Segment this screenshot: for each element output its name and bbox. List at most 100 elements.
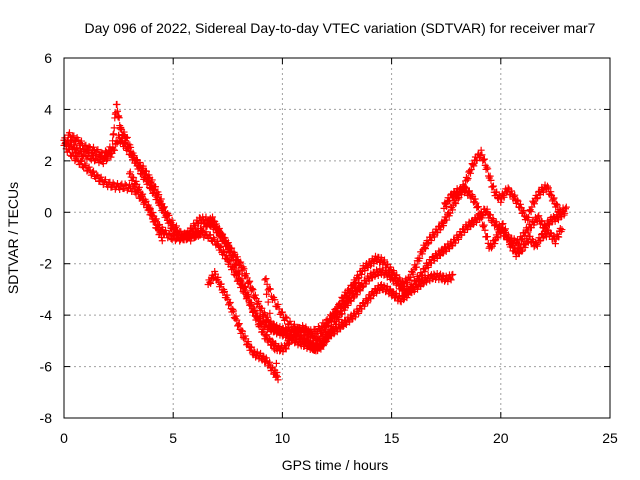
data-point	[336, 324, 344, 332]
data-point	[355, 309, 363, 317]
data-point	[264, 298, 272, 306]
data-point	[471, 195, 479, 203]
data-point	[237, 258, 245, 266]
data-point	[126, 168, 134, 176]
data-point	[191, 224, 199, 232]
data-point	[358, 270, 366, 278]
data-point	[524, 228, 532, 236]
data-point	[162, 211, 170, 219]
data-point	[539, 188, 547, 196]
data-point	[525, 213, 533, 221]
data-point	[311, 343, 319, 351]
data-point	[254, 314, 262, 322]
data-point	[414, 275, 422, 283]
data-point	[544, 184, 552, 192]
data-point	[225, 258, 233, 266]
data-point	[267, 326, 275, 334]
data-point	[282, 345, 290, 353]
data-point	[206, 278, 214, 286]
data-point	[130, 174, 138, 182]
data-point	[227, 247, 235, 255]
data-point	[469, 161, 477, 169]
data-point	[262, 354, 270, 362]
data-point	[535, 187, 543, 195]
data-point	[421, 268, 429, 276]
y-tick-labels: -8 -6 -4 -2 0 2 4 6	[40, 50, 53, 426]
data-point	[504, 184, 512, 192]
data-point	[163, 211, 171, 219]
data-point	[501, 226, 509, 234]
data-point	[439, 222, 447, 230]
axis-ticks	[63, 57, 611, 419]
data-point	[478, 214, 486, 222]
data-point	[537, 217, 545, 225]
data-point	[248, 284, 256, 292]
data-point	[68, 136, 76, 144]
data-point	[106, 143, 114, 151]
data-point	[467, 165, 475, 173]
data-point	[488, 244, 496, 252]
data-point	[507, 187, 515, 195]
data-point	[533, 242, 541, 250]
data-point	[240, 283, 248, 291]
data-point	[321, 322, 329, 330]
data-point	[543, 182, 551, 190]
data-point	[150, 186, 158, 194]
data-point	[164, 219, 172, 227]
data-point	[232, 312, 240, 320]
data-series	[60, 100, 570, 384]
data-point	[241, 282, 249, 290]
data-point	[409, 284, 417, 292]
data-point	[380, 282, 388, 290]
data-point	[231, 262, 239, 270]
data-point	[61, 140, 69, 148]
data-point	[73, 152, 81, 160]
data-point	[74, 136, 82, 144]
data-point	[211, 236, 219, 244]
data-point	[235, 320, 243, 328]
data-point	[242, 270, 250, 278]
data-point	[225, 299, 233, 307]
data-point	[318, 332, 326, 340]
y-tick-label: -4	[40, 307, 53, 323]
data-point	[424, 240, 432, 248]
data-point	[216, 232, 224, 240]
data-point	[556, 224, 564, 232]
data-point	[463, 226, 471, 234]
data-point	[229, 305, 237, 313]
data-point	[165, 216, 173, 224]
data-point	[474, 203, 482, 211]
data-point	[82, 141, 90, 149]
data-point	[478, 151, 486, 159]
data-point	[271, 346, 279, 354]
data-point	[76, 157, 84, 165]
data-point	[217, 280, 225, 288]
data-point	[230, 256, 238, 264]
data-point	[219, 288, 227, 296]
data-point	[533, 195, 541, 203]
data-point	[530, 198, 538, 206]
data-point	[521, 243, 529, 251]
data-point	[107, 146, 115, 154]
y-tick-label: 0	[44, 204, 52, 220]
data-point	[562, 205, 570, 213]
data-point	[77, 157, 85, 165]
data-point	[499, 220, 507, 228]
data-point	[295, 323, 303, 331]
data-point	[151, 217, 159, 225]
y-tick-label: 6	[44, 50, 52, 66]
data-point	[418, 272, 426, 280]
data-point	[451, 199, 459, 207]
data-point	[278, 308, 286, 316]
data-point	[481, 226, 489, 234]
data-point	[525, 207, 533, 215]
data-point	[255, 297, 263, 305]
y-tick-label: -2	[40, 256, 53, 272]
data-point	[473, 204, 481, 212]
data-point	[250, 347, 258, 355]
data-point	[266, 285, 274, 293]
data-point	[421, 245, 429, 253]
data-point	[547, 188, 555, 196]
data-point	[141, 172, 149, 180]
chart-title: Day 096 of 2022, Sidereal Day-to-day VTE…	[85, 20, 596, 36]
